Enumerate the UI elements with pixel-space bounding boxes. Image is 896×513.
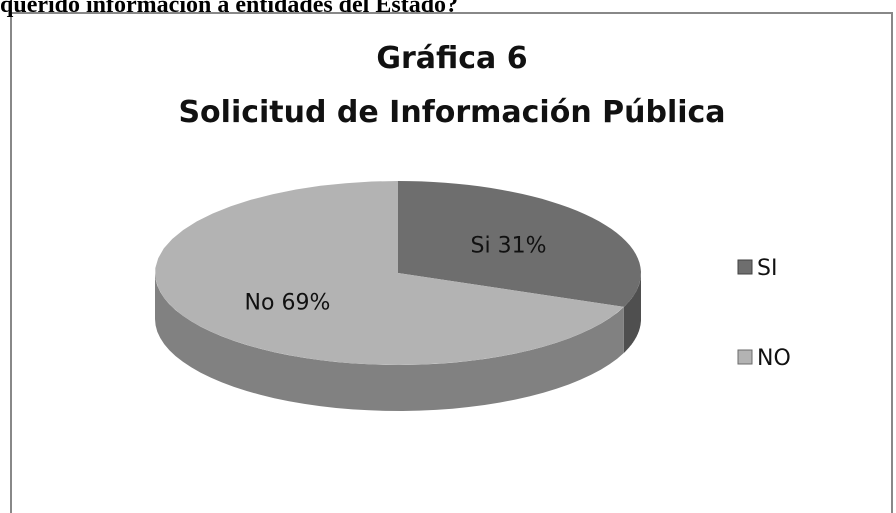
chart-subtitle: Solicitud de Información Pública [178, 95, 725, 130]
legend-swatch [737, 349, 753, 365]
header-text: querido información a entidades del Esta… [0, 0, 458, 18]
pie-slice [398, 181, 641, 307]
data-label: Si 31% [471, 234, 547, 259]
legend-label: NO [757, 346, 791, 371]
pie-side [623, 273, 641, 353]
pie-side [155, 273, 624, 411]
legend-label: SI [757, 256, 777, 281]
data-label: No 69% [245, 290, 331, 315]
pie-slice [155, 181, 624, 365]
legend-swatch [737, 259, 753, 275]
chart-title: Gráfica 6 [376, 41, 527, 76]
